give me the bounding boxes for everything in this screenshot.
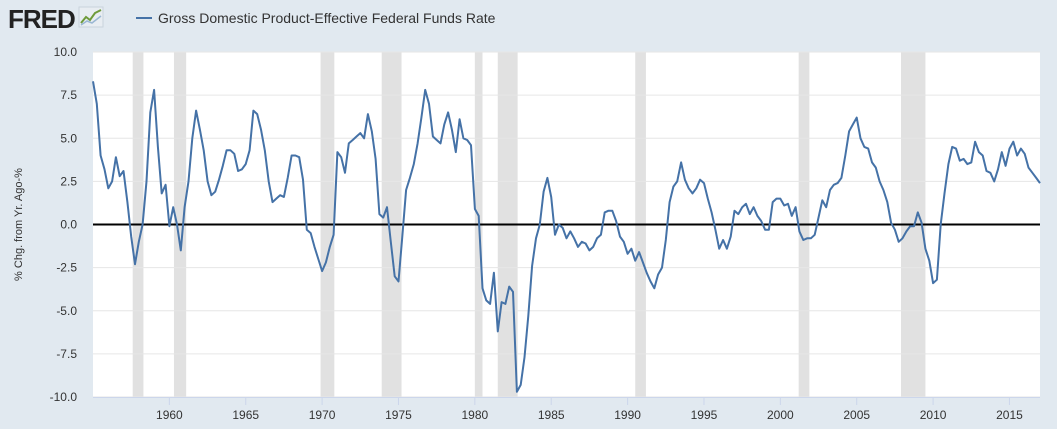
y-axis-title: % Chg. from Yr. Ago-% (13, 168, 25, 281)
y-tick-label: 2.5 (60, 174, 77, 188)
y-tick-label: 7.5 (60, 88, 77, 102)
x-tick-label: 1970 (309, 408, 336, 422)
legend-swatch (136, 17, 152, 19)
x-axis-ticks: 1960 1965 1970 1975 1980 1985 1990 1995 2000 2005… (93, 397, 1040, 422)
y-tick-label: -5.0 (56, 304, 77, 318)
x-tick-label: 1965 (232, 408, 259, 422)
x-tick-label: 2010 (920, 408, 947, 422)
y-tick-label: -10.0 (50, 390, 78, 404)
x-tick-label: 1995 (691, 408, 718, 422)
fred-logo[interactable]: FRED (8, 4, 104, 34)
series-line (92, 81, 1041, 393)
fred-logo-text: FRED (8, 3, 76, 34)
chart-trend-icon (78, 6, 104, 33)
x-tick-label: 2005 (843, 408, 870, 422)
y-tick-label: -7.5 (56, 347, 77, 361)
y-tick-label: 10.0 (54, 45, 78, 59)
y-tick-label: 0.0 (60, 218, 77, 232)
x-tick-label: 1960 (156, 408, 183, 422)
y-tick-label: 5.0 (60, 131, 77, 145)
y-tick-label: -2.5 (56, 261, 77, 275)
y-axis-ticks: 10.0 7.5 5.0 2.5 0.0 -2.5 -5.0 -7.5 -10.0 (50, 45, 78, 404)
legend-label: Gross Domestic Product-Effective Federal… (158, 10, 496, 26)
x-tick-label: 1980 (462, 408, 489, 422)
x-tick-label: 1975 (385, 408, 412, 422)
chart-header: FRED Gross Domestic Product-Effective Fe… (0, 0, 1057, 40)
chart-legend: Gross Domestic Product-Effective Federal… (136, 8, 495, 28)
x-tick-label: 1990 (614, 408, 641, 422)
x-tick-label: 2000 (767, 408, 794, 422)
x-tick-label: 1985 (538, 408, 565, 422)
x-tick-label: 2015 (996, 408, 1023, 422)
